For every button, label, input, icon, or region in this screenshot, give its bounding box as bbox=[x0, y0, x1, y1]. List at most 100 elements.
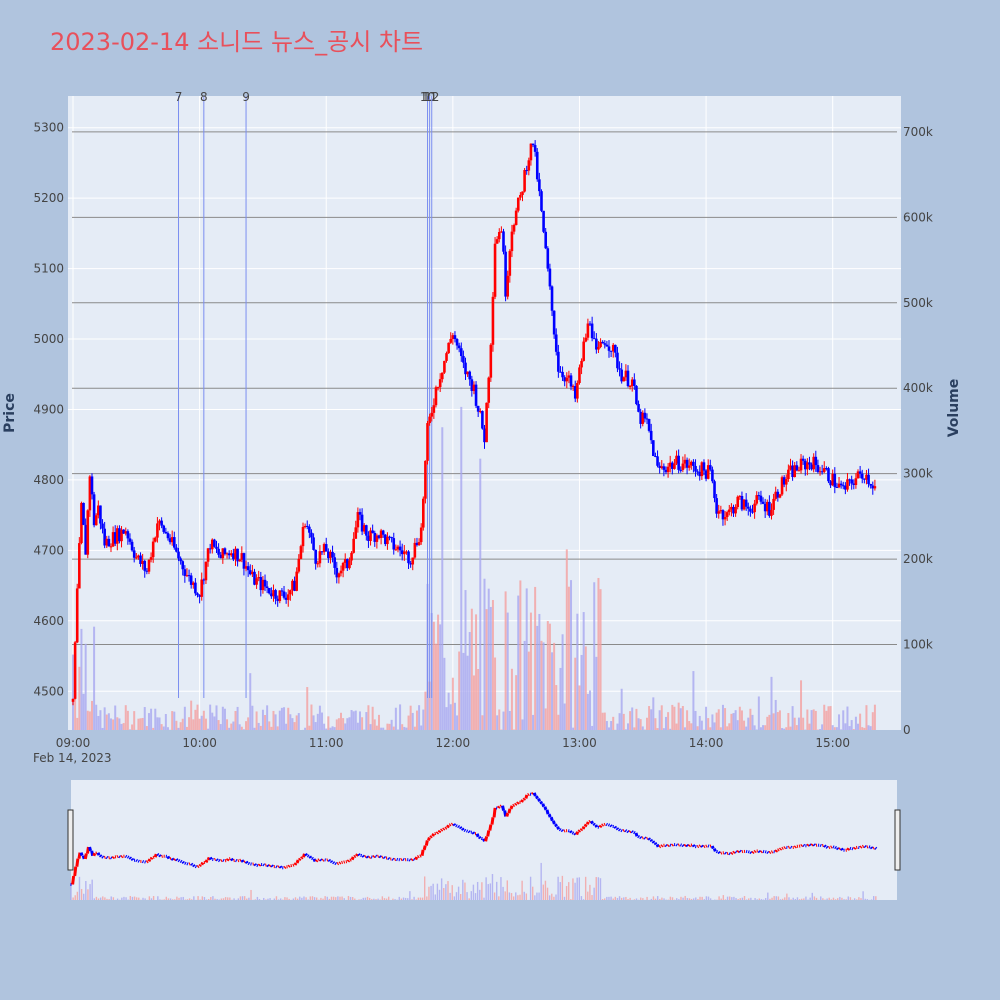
volume-bar bbox=[249, 673, 252, 730]
slider-volume-bar bbox=[449, 892, 451, 900]
volume-bar bbox=[719, 727, 722, 730]
slider-volume-bar bbox=[536, 892, 538, 900]
candle-body bbox=[341, 562, 345, 571]
price-tick-label: 5200 bbox=[33, 191, 64, 205]
candle-body bbox=[782, 477, 786, 485]
slider-volume-bar bbox=[671, 897, 674, 900]
candle-body bbox=[428, 416, 431, 424]
candle-body bbox=[763, 503, 767, 512]
candle-body bbox=[776, 491, 780, 498]
slider-price-segment bbox=[509, 805, 514, 810]
candle-body bbox=[284, 597, 288, 600]
volume-bar bbox=[215, 705, 218, 730]
volume-bar bbox=[608, 727, 611, 730]
news-marker-label[interactable]: 12 bbox=[424, 90, 439, 104]
slider-price-segment bbox=[800, 843, 804, 848]
news-marker-label[interactable]: 8 bbox=[200, 90, 208, 104]
slider-volume-bar bbox=[847, 896, 849, 900]
candle-body bbox=[523, 170, 526, 192]
slider-price-segment bbox=[336, 862, 340, 866]
candle-body bbox=[394, 549, 398, 551]
candle-body bbox=[322, 544, 326, 553]
volume-bar bbox=[578, 685, 581, 730]
slider-price-segment bbox=[357, 853, 361, 857]
price-tick-label: 4800 bbox=[33, 473, 64, 487]
slider-volume-bar bbox=[500, 877, 502, 900]
slider-volume-bar bbox=[360, 899, 362, 900]
slider-price-segment bbox=[512, 803, 516, 807]
slider-price-segment bbox=[478, 836, 482, 840]
slider-price-segment bbox=[98, 854, 103, 858]
slider-price-segment bbox=[522, 797, 526, 801]
volume-bar bbox=[502, 711, 505, 730]
slider-volume-bar bbox=[597, 877, 600, 900]
volume-bar bbox=[253, 727, 256, 730]
candle-body bbox=[202, 579, 206, 581]
volume-bar bbox=[266, 705, 269, 730]
volume-bar bbox=[367, 705, 370, 730]
candle-body bbox=[175, 547, 178, 552]
candle-body bbox=[721, 510, 725, 520]
volume-bar bbox=[757, 696, 760, 730]
slider-volume-bar bbox=[347, 895, 350, 900]
volume-bar bbox=[194, 709, 197, 730]
candle-body bbox=[126, 531, 130, 539]
slider-volume-bar bbox=[176, 896, 178, 900]
volume-bar bbox=[475, 614, 478, 730]
slider-volume-bar bbox=[735, 898, 737, 900]
volume-bar bbox=[217, 720, 220, 730]
slider-volume-bar bbox=[324, 896, 326, 900]
slider-price-segment bbox=[266, 864, 270, 868]
candle-body bbox=[73, 642, 77, 699]
candle-body bbox=[637, 404, 640, 412]
candle-body bbox=[717, 511, 721, 514]
time-tick-label: 14:00 bbox=[689, 736, 724, 750]
slider-volume-bar bbox=[769, 898, 771, 900]
news-marker-label[interactable]: 7 bbox=[175, 90, 183, 104]
volume-bar bbox=[513, 729, 516, 730]
candle-body bbox=[590, 323, 594, 339]
volume-bar bbox=[645, 717, 648, 730]
slider-volume-bar bbox=[339, 896, 341, 900]
volume-bar bbox=[664, 716, 667, 730]
candle-body bbox=[706, 465, 710, 479]
slider-price-segment bbox=[408, 858, 412, 862]
slider-volume-bar bbox=[584, 876, 587, 900]
slider-volume-bar bbox=[358, 899, 360, 900]
candle-body bbox=[569, 375, 573, 387]
slider-left-handle[interactable] bbox=[67, 809, 74, 871]
slider-price-segment bbox=[618, 828, 622, 832]
volume-bar bbox=[137, 718, 140, 730]
volume-bar bbox=[348, 717, 351, 730]
volume-bar bbox=[532, 714, 535, 730]
slider-volume-bar bbox=[760, 899, 763, 900]
slider-volume-bar bbox=[472, 884, 475, 900]
slider-volume-bar bbox=[487, 884, 489, 900]
slider-volume-bar bbox=[523, 891, 525, 900]
candle-body bbox=[738, 495, 742, 497]
slider-volume-bar bbox=[464, 882, 466, 900]
slider-volume-bar bbox=[690, 898, 693, 900]
volume-bar bbox=[612, 716, 615, 730]
slider-price-segment bbox=[429, 835, 433, 839]
slider-right-handle[interactable] bbox=[894, 809, 901, 871]
news-marker-label[interactable]: 9 bbox=[242, 90, 250, 104]
volume-bar bbox=[660, 705, 663, 730]
candle-body bbox=[86, 510, 90, 555]
slider-price-segment bbox=[514, 802, 518, 806]
slider-price-segment bbox=[649, 838, 654, 843]
volume-bar bbox=[97, 715, 100, 730]
candle-body bbox=[227, 553, 231, 556]
candle-body bbox=[770, 509, 773, 516]
slider-price-segment bbox=[675, 843, 679, 847]
slider-price-segment bbox=[696, 844, 700, 849]
slider-volume-bar bbox=[125, 897, 127, 900]
candle-body bbox=[411, 557, 415, 565]
slider-price-segment bbox=[240, 859, 245, 863]
news-marker-label[interactable]: 11 bbox=[422, 90, 437, 104]
slider-volume-bar bbox=[320, 897, 322, 900]
slider-price-segment bbox=[753, 849, 757, 853]
slider-price-segment bbox=[435, 831, 440, 835]
volume-bar bbox=[365, 712, 368, 730]
